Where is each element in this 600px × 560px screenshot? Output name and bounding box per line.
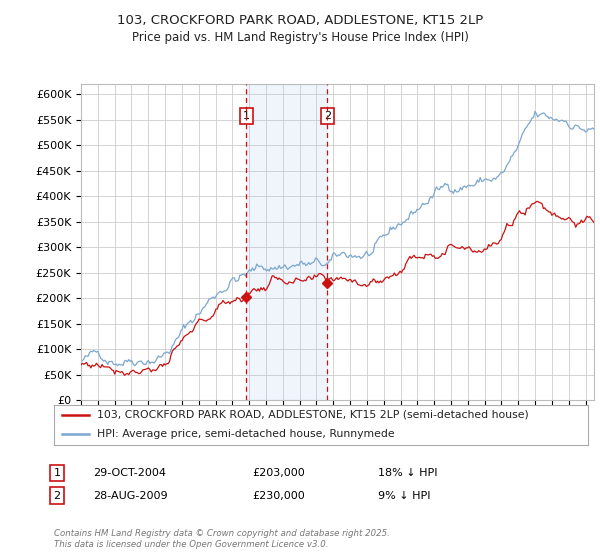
Text: Price paid vs. HM Land Registry's House Price Index (HPI): Price paid vs. HM Land Registry's House … [131, 31, 469, 44]
Text: £203,000: £203,000 [252, 468, 305, 478]
Text: 2: 2 [53, 491, 61, 501]
Text: 103, CROCKFORD PARK ROAD, ADDLESTONE, KT15 2LP: 103, CROCKFORD PARK ROAD, ADDLESTONE, KT… [117, 14, 483, 27]
Text: 1: 1 [53, 468, 61, 478]
Bar [247, 84, 328, 400]
Text: 2: 2 [324, 111, 331, 120]
Text: 29-OCT-2004: 29-OCT-2004 [93, 468, 166, 478]
Text: HPI: Average price, semi-detached house, Runnymede: HPI: Average price, semi-detached house,… [97, 429, 394, 439]
Text: 18% ↓ HPI: 18% ↓ HPI [378, 468, 437, 478]
Text: 28-AUG-2009: 28-AUG-2009 [93, 491, 167, 501]
Text: 1: 1 [243, 111, 250, 120]
Text: £230,000: £230,000 [252, 491, 305, 501]
Text: Contains HM Land Registry data © Crown copyright and database right 2025.
This d: Contains HM Land Registry data © Crown c… [54, 529, 390, 549]
Text: 103, CROCKFORD PARK ROAD, ADDLESTONE, KT15 2LP (semi-detached house): 103, CROCKFORD PARK ROAD, ADDLESTONE, KT… [97, 410, 529, 420]
Text: 9% ↓ HPI: 9% ↓ HPI [378, 491, 431, 501]
